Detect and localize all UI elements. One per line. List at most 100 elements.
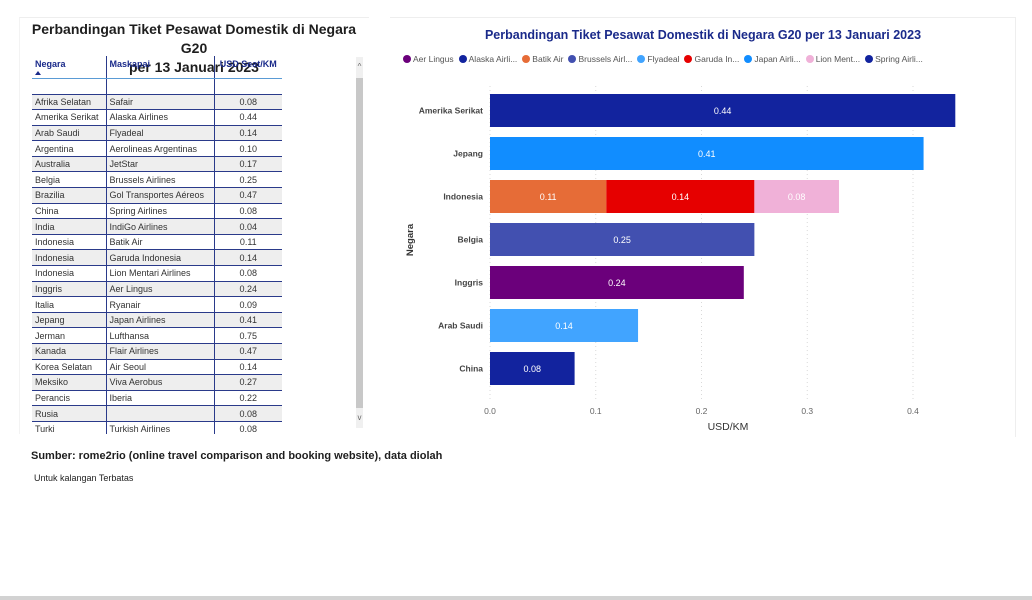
table-title-line1: Perbandingan Tiket Pesawat Domestik di N… bbox=[31, 21, 357, 56]
legend-item[interactable]: Alaska Airli... bbox=[458, 54, 517, 64]
table-row[interactable]: Arab Saudi Flyadeal 0.14 bbox=[32, 125, 282, 142]
cell-negara: Australia bbox=[32, 156, 106, 173]
table-row[interactable]: Kanada Flair Airlines 0.47 bbox=[32, 343, 282, 360]
cell-negara: China bbox=[32, 203, 106, 220]
cell-usd: 0.08 bbox=[213, 265, 282, 282]
legend-item[interactable]: Aer Lingus bbox=[403, 54, 454, 64]
legend-dot-icon bbox=[744, 55, 753, 63]
chart-card bbox=[390, 17, 1016, 437]
chart-title: Perbandingan Tiket Pesawat Domestik di N… bbox=[484, 28, 922, 42]
legend-label: Batik Air bbox=[532, 54, 564, 64]
column-header-label: USD Seat/KM bbox=[219, 59, 277, 69]
cell-maskapai bbox=[105, 405, 214, 422]
cell-maskapai: Lion Mentari Airlines bbox=[105, 265, 214, 282]
legend-dot-icon bbox=[865, 55, 874, 63]
table-row[interactable]: Afrika Selatan Safair 0.08 bbox=[32, 94, 282, 111]
cell-maskapai: Air Seoul bbox=[105, 359, 214, 376]
cell-maskapai: Flair Airlines bbox=[105, 343, 214, 360]
legend-label: Flyadeal bbox=[647, 54, 680, 64]
cell-maskapai: Garuda Indonesia bbox=[105, 249, 214, 267]
cell-maskapai: Gol Transportes Aéreos bbox=[105, 187, 214, 204]
legend-dot-icon bbox=[637, 55, 646, 63]
legend-dot-icon bbox=[684, 55, 693, 63]
cell-negara: Turki bbox=[32, 421, 106, 434]
cell-usd: 0.14 bbox=[213, 125, 282, 142]
legend-label: Lion Ment... bbox=[815, 54, 861, 64]
cell-usd: 0.09 bbox=[213, 296, 282, 313]
table-row[interactable]: Australia JetStar 0.17 bbox=[32, 156, 282, 173]
airfare-table: Negara Maskapai USD Seat/KM Afrika Selat… bbox=[32, 56, 282, 434]
column-header-negara[interactable]: Negara bbox=[32, 56, 106, 79]
cell-usd: 0.08 bbox=[213, 405, 282, 422]
cell-negara: Brazilia bbox=[32, 187, 106, 204]
table-row[interactable]: Argentina Aerolineas Argentinas 0.10 bbox=[32, 140, 282, 157]
table-row[interactable]: Belgia Brussels Airlines 0.25 bbox=[32, 171, 282, 189]
cell-maskapai: Brussels Airlines bbox=[105, 171, 214, 189]
table-row[interactable]: Italia Ryanair 0.09 bbox=[32, 296, 282, 313]
cell-maskapai: Safair bbox=[105, 94, 214, 111]
bottom-scrollbar[interactable] bbox=[0, 596, 1032, 600]
cell-usd: 0.27 bbox=[213, 374, 282, 391]
cell-maskapai: Lufthansa bbox=[105, 327, 214, 344]
table-row[interactable]: Indonesia Lion Mentari Airlines 0.08 bbox=[32, 265, 282, 282]
source-note: Sumber: rome2rio (online travel comparis… bbox=[31, 450, 443, 462]
cell-maskapai: JetStar bbox=[105, 156, 214, 173]
cell-negara: Meksiko bbox=[32, 374, 106, 391]
cell-negara: Indonesia bbox=[32, 249, 106, 267]
legend-dot-icon bbox=[458, 55, 467, 63]
cell-usd: 0.04 bbox=[213, 218, 282, 235]
legend-dot-icon bbox=[403, 55, 411, 63]
cell-usd: 0.44 bbox=[213, 109, 282, 126]
legend-item[interactable]: Garuda In... bbox=[684, 54, 739, 64]
column-header-usd[interactable]: USD Seat/KM bbox=[213, 56, 282, 79]
table-row[interactable]: India IndiGo Airlines 0.04 bbox=[32, 218, 282, 235]
table-row[interactable]: Amerika Serikat Alaska Airlines 0.44 bbox=[32, 109, 282, 126]
sort-ascending-icon bbox=[35, 71, 41, 75]
table-row[interactable]: Jerman Lufthansa 0.75 bbox=[32, 327, 282, 344]
table-row[interactable]: Indonesia Batik Air 0.11 bbox=[32, 234, 282, 251]
cell-usd: 0.11 bbox=[213, 234, 282, 251]
cell-usd: 0.10 bbox=[213, 140, 282, 157]
cell-negara: Amerika Serikat bbox=[32, 109, 106, 126]
cell-negara: Inggris bbox=[32, 281, 106, 298]
column-header-label: Negara bbox=[35, 59, 66, 69]
table-row[interactable]: Rusia 0.08 bbox=[32, 405, 282, 422]
scroll-up-icon[interactable]: ^ bbox=[357, 62, 362, 71]
cell-negara: Arab Saudi bbox=[32, 125, 106, 142]
cell-negara: Indonesia bbox=[32, 265, 106, 282]
cell-negara: Indonesia bbox=[32, 234, 106, 251]
legend-item[interactable]: Japan Airli... bbox=[744, 54, 801, 64]
column-header-maskapai[interactable]: Maskapai bbox=[105, 56, 214, 79]
legend-label: Garuda In... bbox=[694, 54, 740, 64]
cell-negara: Jepang bbox=[32, 312, 106, 329]
table-row[interactable]: Indonesia Garuda Indonesia 0.14 bbox=[32, 249, 282, 267]
legend-item[interactable]: Brussels Airl... bbox=[568, 54, 632, 64]
table-row[interactable]: Turki Turkish Airlines 0.08 bbox=[32, 421, 282, 434]
table-scrollbar[interactable]: ^ v bbox=[356, 57, 363, 428]
table-row[interactable]: China Spring Airlines 0.08 bbox=[32, 203, 282, 220]
cell-negara: Jerman bbox=[32, 327, 106, 344]
legend-item[interactable]: Lion Ment... bbox=[805, 54, 861, 64]
legend-label: Aer Lingus bbox=[413, 54, 454, 64]
scroll-down-icon[interactable]: v bbox=[357, 413, 362, 422]
cell-negara: Korea Selatan bbox=[32, 359, 106, 376]
cell-maskapai: IndiGo Airlines bbox=[105, 218, 214, 235]
table-row[interactable]: Jepang Japan Airlines 0.41 bbox=[32, 312, 282, 329]
table-row[interactable]: Meksiko Viva Aerobus 0.27 bbox=[32, 374, 282, 391]
table-row[interactable]: Perancis Iberia 0.22 bbox=[32, 390, 282, 407]
table-row[interactable]: Inggris Aer Lingus 0.24 bbox=[32, 281, 282, 298]
legend-item[interactable]: Spring Airli... bbox=[865, 54, 923, 64]
legend-item[interactable]: Batik Air bbox=[522, 54, 563, 64]
legend-dot-icon bbox=[568, 55, 577, 63]
column-header-label: Maskapai bbox=[109, 59, 151, 69]
cell-maskapai: Iberia bbox=[105, 390, 214, 407]
cell-negara: Afrika Selatan bbox=[32, 94, 106, 111]
cell-usd: 0.14 bbox=[213, 359, 282, 376]
table-row[interactable]: Korea Selatan Air Seoul 0.14 bbox=[32, 359, 282, 376]
scroll-thumb[interactable] bbox=[356, 78, 363, 408]
cell-usd: 0.75 bbox=[213, 327, 282, 344]
table-row[interactable]: Brazilia Gol Transportes Aéreos 0.47 bbox=[32, 187, 282, 204]
cell-negara: Argentina bbox=[32, 140, 106, 157]
legend-item[interactable]: Flyadeal bbox=[637, 54, 679, 64]
cell-usd: 0.08 bbox=[213, 421, 282, 434]
